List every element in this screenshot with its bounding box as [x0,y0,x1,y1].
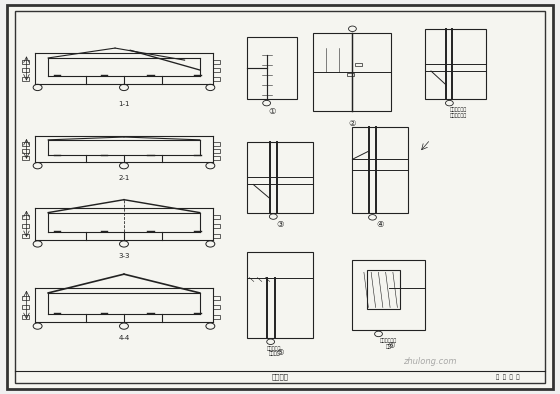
Bar [352,126,408,213]
Bar [22,78,29,82]
Text: 第  页  共  页: 第 页 共 页 [496,374,520,380]
Bar [213,305,221,309]
Text: ⑥: ⑥ [388,341,395,350]
Text: ①: ① [268,107,276,116]
Bar [213,156,221,160]
Bar [213,296,221,300]
Text: ④: ④ [376,221,384,229]
Bar [246,252,314,338]
Text: 山墙节点构造
详图: 山墙节点构造 详图 [380,338,397,349]
Bar [22,149,29,152]
Bar [22,224,29,228]
Bar [213,149,221,152]
Text: ②: ② [349,119,356,128]
Text: 节点详图: 节点详图 [272,374,288,380]
Bar [22,305,29,309]
Text: zhulong.com: zhulong.com [403,357,456,366]
Bar [22,215,29,219]
Bar [22,141,29,145]
Bar [22,60,29,64]
Bar [213,69,221,72]
Bar [22,316,29,320]
Bar [352,260,425,330]
Bar [367,270,399,309]
Bar [355,63,362,66]
Text: ⑤: ⑤ [276,348,284,357]
Bar [213,316,221,320]
Bar [22,296,29,300]
Bar [213,224,221,228]
Text: 1-1: 1-1 [118,101,130,107]
Bar [314,33,391,111]
Bar [213,234,221,238]
Bar [246,142,314,213]
Bar [213,215,221,219]
Text: 4-4: 4-4 [118,335,129,341]
Bar [213,60,221,64]
Text: ③: ③ [276,221,284,229]
Bar [213,141,221,145]
Bar [22,234,29,238]
Text: 3-3: 3-3 [118,253,130,259]
Text: 卫生间女儿墙
节点构造详图: 卫生间女儿墙 节点构造详图 [450,107,467,118]
Bar [22,156,29,160]
Bar [213,78,221,82]
Bar [347,72,353,76]
Bar [425,29,486,99]
Bar [22,69,29,72]
Text: 2-1: 2-1 [118,175,130,182]
Text: 卫生间节点
构造详图: 卫生间节点 构造详图 [267,346,282,357]
Bar [246,37,297,99]
